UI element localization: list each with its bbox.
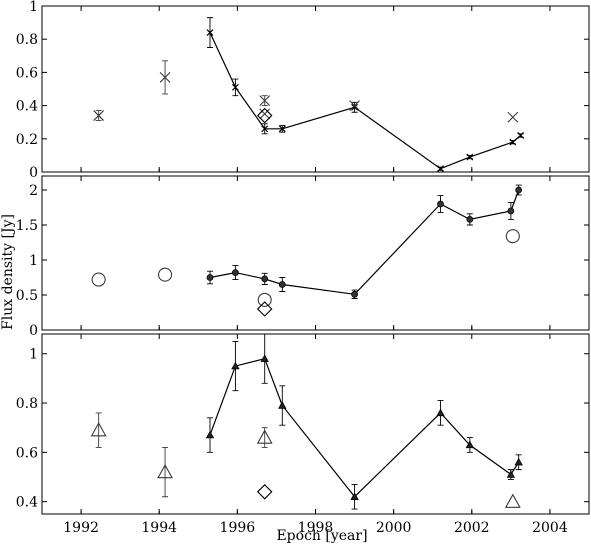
- y-tick-label: 1: [29, 347, 38, 363]
- marker-cross-large: [93, 110, 105, 121]
- marker-triangle: [506, 470, 516, 478]
- marker-x: [278, 125, 286, 133]
- marker-cross-large: [259, 95, 271, 107]
- marker-triangle: [350, 492, 359, 500]
- y-axis-label: Flux density [Jy]: [0, 214, 16, 330]
- panels-layer: 0 0.2 0.4 0.6 0.8 1 0 0.5 1 1.5 2 0.4 0.6 0.8 1 1992 199…: [16, 0, 590, 536]
- marker-circle: [466, 215, 474, 223]
- series-circle: [206, 184, 523, 299]
- y-tick-label: 1: [29, 253, 38, 269]
- marker-triangle: [231, 361, 240, 370]
- y-tick-label: 0.2: [16, 132, 38, 148]
- marker-x: [509, 138, 517, 146]
- marker-circle-open: [257, 292, 272, 307]
- marker-circle: [232, 269, 239, 277]
- series-triangle: [205, 333, 523, 510]
- marker-triangle-open: [256, 429, 273, 444]
- y-tick-label: 0.8: [16, 32, 38, 48]
- marker-triangle: [465, 440, 475, 449]
- y-tick-label: 0: [29, 323, 38, 339]
- marker-x: [231, 83, 239, 91]
- marker-diamond-open: [256, 301, 273, 317]
- marker-diamond-open: [256, 484, 273, 500]
- marker-cross-large: [159, 71, 171, 83]
- series-diamond-open: [256, 484, 273, 500]
- x-tick-label: 1998: [298, 520, 334, 536]
- x-tick-label: 1996: [220, 520, 256, 536]
- error-bar: [95, 412, 102, 448]
- plot-frame: [41, 333, 590, 515]
- marker-x: [517, 132, 525, 139]
- marker-x: [437, 165, 444, 173]
- panel-top: 0 0.2 0.4 0.6 0.8 1: [16, 0, 590, 181]
- series-triangle-open-large: [90, 412, 521, 508]
- series-circle-open-large: [91, 229, 520, 307]
- marker-circle-open: [158, 267, 173, 282]
- marker-cross-large: [349, 100, 360, 111]
- y-tick-label: 0.6: [16, 65, 38, 81]
- series-x: [206, 17, 525, 173]
- marker-triangle: [514, 457, 523, 466]
- marker-triangle: [205, 430, 215, 439]
- y-tick-label: 1.5: [16, 218, 38, 234]
- series-diamond-open: [256, 301, 273, 317]
- x-tick-label: 2004: [532, 520, 568, 536]
- series-line: [209, 357, 520, 498]
- y-tick-label: 0: [29, 165, 38, 181]
- plot-frame: [41, 175, 590, 331]
- panel-middle: 0 0.5 1 1.5 2: [16, 175, 590, 339]
- y-tick-label: 1: [29, 0, 38, 15]
- plot-frame: [41, 5, 590, 173]
- series-X: [93, 60, 519, 123]
- marker-x: [351, 103, 358, 111]
- marker-triangle: [436, 408, 445, 417]
- y-tick-label: 0.5: [16, 288, 38, 304]
- marker-circle: [437, 200, 444, 208]
- marker-circle: [351, 290, 358, 298]
- marker-diamond-open: [256, 107, 273, 124]
- series-diamond-open: [256, 107, 273, 124]
- marker-cross-large: [507, 111, 519, 123]
- marker-triangle-open: [90, 422, 107, 437]
- marker-circle: [278, 281, 286, 288]
- x-axis-label: Epoch [year]: [276, 528, 367, 544]
- marker-triangle-open: [504, 493, 521, 508]
- marker-triangle-open: [157, 463, 174, 479]
- x-tick-label: 1994: [141, 520, 177, 536]
- marker-triangle: [260, 354, 269, 362]
- marker-x: [466, 153, 474, 161]
- series-line: [209, 32, 521, 170]
- y-tick-label: 0.8: [16, 396, 38, 412]
- marker-x: [261, 125, 269, 133]
- y-tick-label: 0.6: [16, 445, 38, 461]
- y-tick-label: 0.4: [16, 495, 38, 511]
- marker-circle: [261, 275, 269, 283]
- y-tick-label: 2: [29, 183, 38, 199]
- marker-x: [206, 29, 214, 36]
- marker-circle: [515, 186, 523, 194]
- marker-circle-open: [91, 272, 106, 287]
- panel-bottom: 0.4 0.6 0.8 1 1992 1994 1996 1998 2000 2002 2004: [16, 333, 590, 536]
- x-tick-label: 1992: [63, 520, 99, 536]
- x-tick-label: 2000: [376, 520, 412, 536]
- x-tick-label: 2002: [454, 520, 490, 536]
- error-bar: [162, 446, 169, 498]
- marker-circle: [206, 274, 214, 281]
- y-tick-label: 0.4: [16, 99, 38, 115]
- marker-circle-open: [505, 229, 520, 244]
- marker-cross-large: [259, 108, 271, 120]
- marker-circle: [507, 207, 515, 215]
- series-line: [209, 189, 520, 295]
- marker-triangle: [278, 401, 287, 409]
